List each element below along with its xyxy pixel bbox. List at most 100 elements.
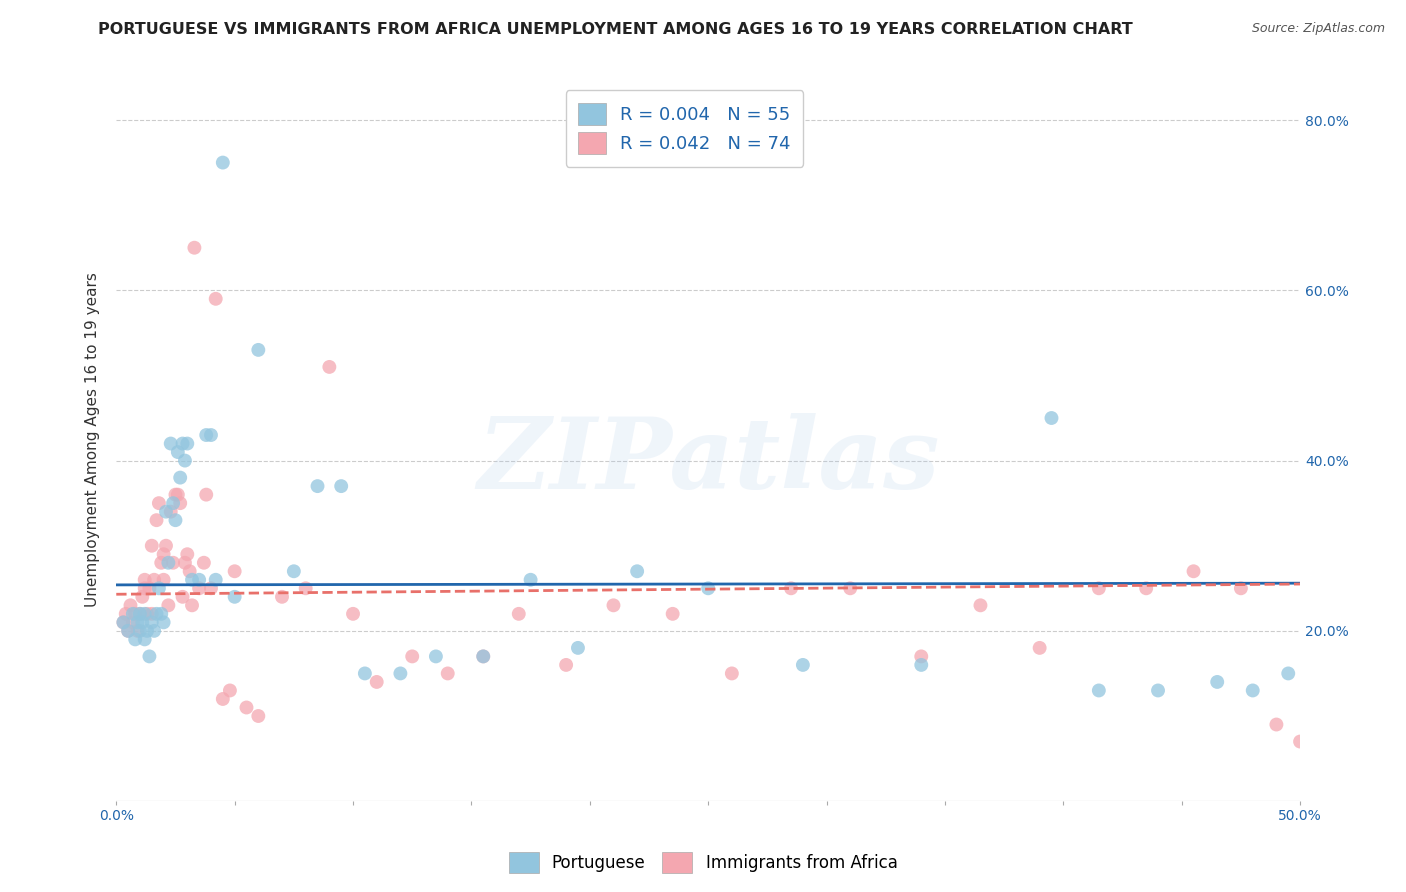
Point bbox=[283, 564, 305, 578]
Point bbox=[121, 615, 143, 630]
Point bbox=[1277, 666, 1299, 681]
Point bbox=[294, 582, 316, 596]
Point bbox=[271, 590, 294, 604]
Point bbox=[124, 607, 146, 621]
Legend: R = 0.004   N = 55, R = 0.042   N = 74: R = 0.004 N = 55, R = 0.042 N = 74 bbox=[565, 90, 803, 167]
Text: Source: ZipAtlas.com: Source: ZipAtlas.com bbox=[1251, 22, 1385, 36]
Point bbox=[195, 428, 218, 442]
Point bbox=[127, 624, 149, 638]
Point bbox=[193, 556, 215, 570]
Point bbox=[200, 582, 222, 596]
Point bbox=[150, 607, 173, 621]
Point bbox=[969, 599, 991, 613]
Point bbox=[124, 632, 146, 647]
Point bbox=[141, 607, 163, 621]
Point bbox=[143, 624, 166, 638]
Point bbox=[1265, 717, 1288, 731]
Point bbox=[141, 539, 163, 553]
Point bbox=[169, 470, 191, 484]
Point bbox=[136, 607, 159, 621]
Point bbox=[129, 607, 152, 621]
Point bbox=[389, 666, 412, 681]
Point bbox=[145, 607, 167, 621]
Point bbox=[1336, 599, 1358, 613]
Point bbox=[1313, 769, 1336, 783]
Point bbox=[839, 582, 862, 596]
Point bbox=[136, 624, 159, 638]
Point bbox=[134, 573, 156, 587]
Point bbox=[224, 590, 246, 604]
Point bbox=[555, 657, 578, 672]
Point bbox=[183, 241, 205, 255]
Point bbox=[1348, 539, 1371, 553]
Point bbox=[120, 599, 142, 613]
Point bbox=[176, 436, 198, 450]
Point bbox=[188, 582, 211, 596]
Point bbox=[174, 556, 197, 570]
Point bbox=[780, 582, 803, 596]
Point bbox=[508, 607, 530, 621]
Point bbox=[129, 624, 152, 638]
Point bbox=[211, 155, 233, 169]
Point bbox=[112, 615, 135, 630]
Legend: Portuguese, Immigrants from Africa: Portuguese, Immigrants from Africa bbox=[502, 846, 904, 880]
Point bbox=[1301, 751, 1323, 765]
Point bbox=[219, 683, 242, 698]
Point bbox=[157, 599, 180, 613]
Point bbox=[1040, 411, 1063, 425]
Point bbox=[162, 556, 184, 570]
Point bbox=[792, 657, 814, 672]
Point bbox=[366, 675, 388, 690]
Point bbox=[188, 573, 211, 587]
Point bbox=[472, 649, 495, 664]
Point bbox=[247, 343, 270, 357]
Point bbox=[157, 556, 180, 570]
Point bbox=[1241, 683, 1264, 698]
Point bbox=[200, 428, 222, 442]
Point bbox=[127, 615, 149, 630]
Point bbox=[145, 513, 167, 527]
Point bbox=[166, 445, 188, 459]
Point bbox=[910, 649, 932, 664]
Point bbox=[131, 615, 153, 630]
Point bbox=[129, 607, 152, 621]
Point bbox=[117, 624, 139, 638]
Point bbox=[1088, 683, 1111, 698]
Point bbox=[1182, 564, 1205, 578]
Point bbox=[211, 692, 233, 706]
Point bbox=[330, 479, 353, 493]
Point bbox=[401, 649, 423, 664]
Point bbox=[159, 505, 181, 519]
Point bbox=[721, 666, 744, 681]
Point bbox=[152, 547, 174, 561]
Point bbox=[181, 599, 204, 613]
Point bbox=[436, 666, 458, 681]
Point bbox=[425, 649, 447, 664]
Point bbox=[472, 649, 495, 664]
Point bbox=[235, 700, 257, 714]
Point bbox=[626, 564, 648, 578]
Point bbox=[307, 479, 329, 493]
Point bbox=[354, 666, 377, 681]
Point bbox=[121, 607, 143, 621]
Point bbox=[143, 573, 166, 587]
Point bbox=[152, 615, 174, 630]
Point bbox=[1324, 607, 1347, 621]
Point bbox=[114, 607, 136, 621]
Point bbox=[148, 582, 170, 596]
Point bbox=[117, 624, 139, 638]
Point bbox=[318, 359, 340, 374]
Point bbox=[224, 564, 246, 578]
Point bbox=[1289, 734, 1312, 748]
Point bbox=[1088, 582, 1111, 596]
Point bbox=[141, 615, 163, 630]
Point bbox=[1206, 675, 1229, 690]
Point bbox=[195, 488, 218, 502]
Y-axis label: Unemployment Among Ages 16 to 19 years: Unemployment Among Ages 16 to 19 years bbox=[86, 272, 100, 607]
Point bbox=[112, 615, 135, 630]
Point bbox=[159, 436, 181, 450]
Point bbox=[602, 599, 624, 613]
Point bbox=[165, 488, 187, 502]
Point bbox=[138, 649, 160, 664]
Point bbox=[910, 657, 932, 672]
